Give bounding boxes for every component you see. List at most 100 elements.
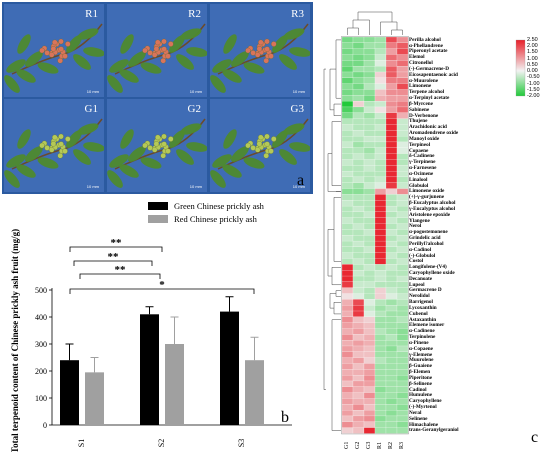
heatmap-cell (341, 369, 354, 376)
heatmap-cell (374, 101, 387, 108)
heatmap-cell (385, 130, 398, 137)
heatmap-row-label: α-Cadinol (409, 246, 432, 253)
y-tick-label: 0 (43, 421, 47, 430)
heatmap-cell (374, 95, 387, 102)
leaf (83, 47, 104, 57)
heatmap-cell (396, 83, 409, 90)
fruit (165, 148, 171, 154)
fruit (160, 152, 166, 159)
heatmap-cell (352, 334, 365, 341)
leaf (243, 62, 265, 74)
leaf (231, 146, 249, 162)
leaf (128, 51, 146, 67)
heatmap-cell (341, 415, 354, 422)
leaf (4, 75, 20, 93)
fruit (58, 133, 64, 140)
heatmap-cell (363, 380, 376, 387)
heatmap-cell (363, 258, 376, 265)
heatmap-cell (352, 270, 365, 277)
significance-marker: ** (108, 251, 120, 263)
heatmap-cell (341, 77, 354, 84)
leaf (6, 154, 26, 168)
heatmap-cell (396, 54, 409, 61)
heatmap-row-label: α-Ocimene (409, 170, 434, 177)
heatmap-cell (352, 200, 365, 207)
heatmap-cell (341, 392, 354, 399)
heatmap-cell (385, 363, 398, 370)
heatmap-cell (352, 118, 365, 125)
heatmap-cell (374, 77, 387, 84)
heatmap-cell (396, 415, 409, 422)
heatmap-cell (363, 322, 376, 329)
heatmap-cell (341, 328, 354, 335)
leaf (180, 123, 202, 135)
heatmap-cell (363, 54, 376, 61)
significance-bracket (73, 260, 153, 266)
leaf (107, 75, 123, 93)
heatmap-cell (396, 375, 409, 382)
leaf (16, 164, 36, 178)
heatmap-cell (341, 357, 354, 364)
heatmap-row-label: α-Terpinyl acetate (409, 95, 450, 102)
heatmap-cell (352, 89, 365, 96)
heatmap-cell (374, 153, 387, 160)
heatmap-cell (396, 229, 409, 236)
heatmap-cell (341, 398, 354, 405)
heatmap-row-label: Lupeol (409, 281, 425, 288)
heatmap-cell (374, 200, 387, 207)
heatmap-cell (396, 427, 409, 434)
heatmap-cell (385, 404, 398, 411)
heatmap-column-label: G3 (366, 442, 372, 450)
leaf (119, 69, 139, 83)
heatmap-row-label: Cadinol (409, 386, 427, 393)
heatmap-cell (341, 124, 354, 131)
leaf (128, 146, 146, 162)
heatmap-cell (352, 229, 365, 236)
heatmap-row-label: α-Cadinene (409, 328, 435, 335)
fruit (155, 134, 161, 141)
heatmap-cell (374, 287, 387, 294)
heatmap-cell (385, 340, 398, 347)
heatmap-row-label: Decanoate (409, 275, 433, 282)
photo-label: G3 (290, 103, 304, 115)
fruit (263, 57, 269, 64)
heatmap-row-label: Copaene (409, 147, 429, 154)
colorbar-tick-label: 1.00 (527, 55, 538, 62)
heatmap-cell (341, 200, 354, 207)
fruit (168, 41, 174, 47)
heatmap-cell (396, 380, 409, 387)
heatmap-cell (374, 36, 387, 43)
heatmap-cell (363, 217, 376, 224)
heatmap-cell (396, 334, 409, 341)
heatmap-cell (374, 60, 387, 67)
heatmap-cell (352, 351, 365, 358)
plant-photo-r1: R1 10 mm (4, 4, 104, 97)
heatmap-row-label: Nerol (409, 223, 422, 230)
heatmap-cell (374, 42, 387, 49)
heatmap-cell (341, 176, 354, 183)
heatmap-cell (341, 287, 354, 294)
heatmap-cell (385, 299, 398, 306)
heatmap-cell (396, 77, 409, 84)
heatmap-cell (363, 95, 376, 102)
heatmap-row-label: Cubenol (409, 310, 428, 317)
heatmap-cell (374, 83, 387, 90)
heatmap-cell (341, 188, 354, 195)
heatmap-cell (352, 42, 365, 49)
heatmap-cell (374, 176, 387, 183)
fruit (264, 133, 270, 140)
fruit (254, 147, 261, 153)
heatmap-cell (385, 310, 398, 317)
leaf (16, 69, 36, 83)
heatmap-row-label: Germacrene D (409, 287, 442, 294)
heatmap-row-label: Globulol (409, 182, 429, 189)
heatmap-cell (341, 299, 354, 306)
heatmap-row-label: Grindelic acid (409, 235, 441, 242)
significance-bracket (79, 273, 161, 279)
row-dendrogram-branch (327, 153, 336, 192)
heatmap-cell (385, 287, 398, 294)
heatmap-cell (374, 328, 387, 335)
heatmap-cell (341, 95, 354, 102)
fruit (65, 136, 71, 142)
heatmap-cell (352, 205, 365, 213)
